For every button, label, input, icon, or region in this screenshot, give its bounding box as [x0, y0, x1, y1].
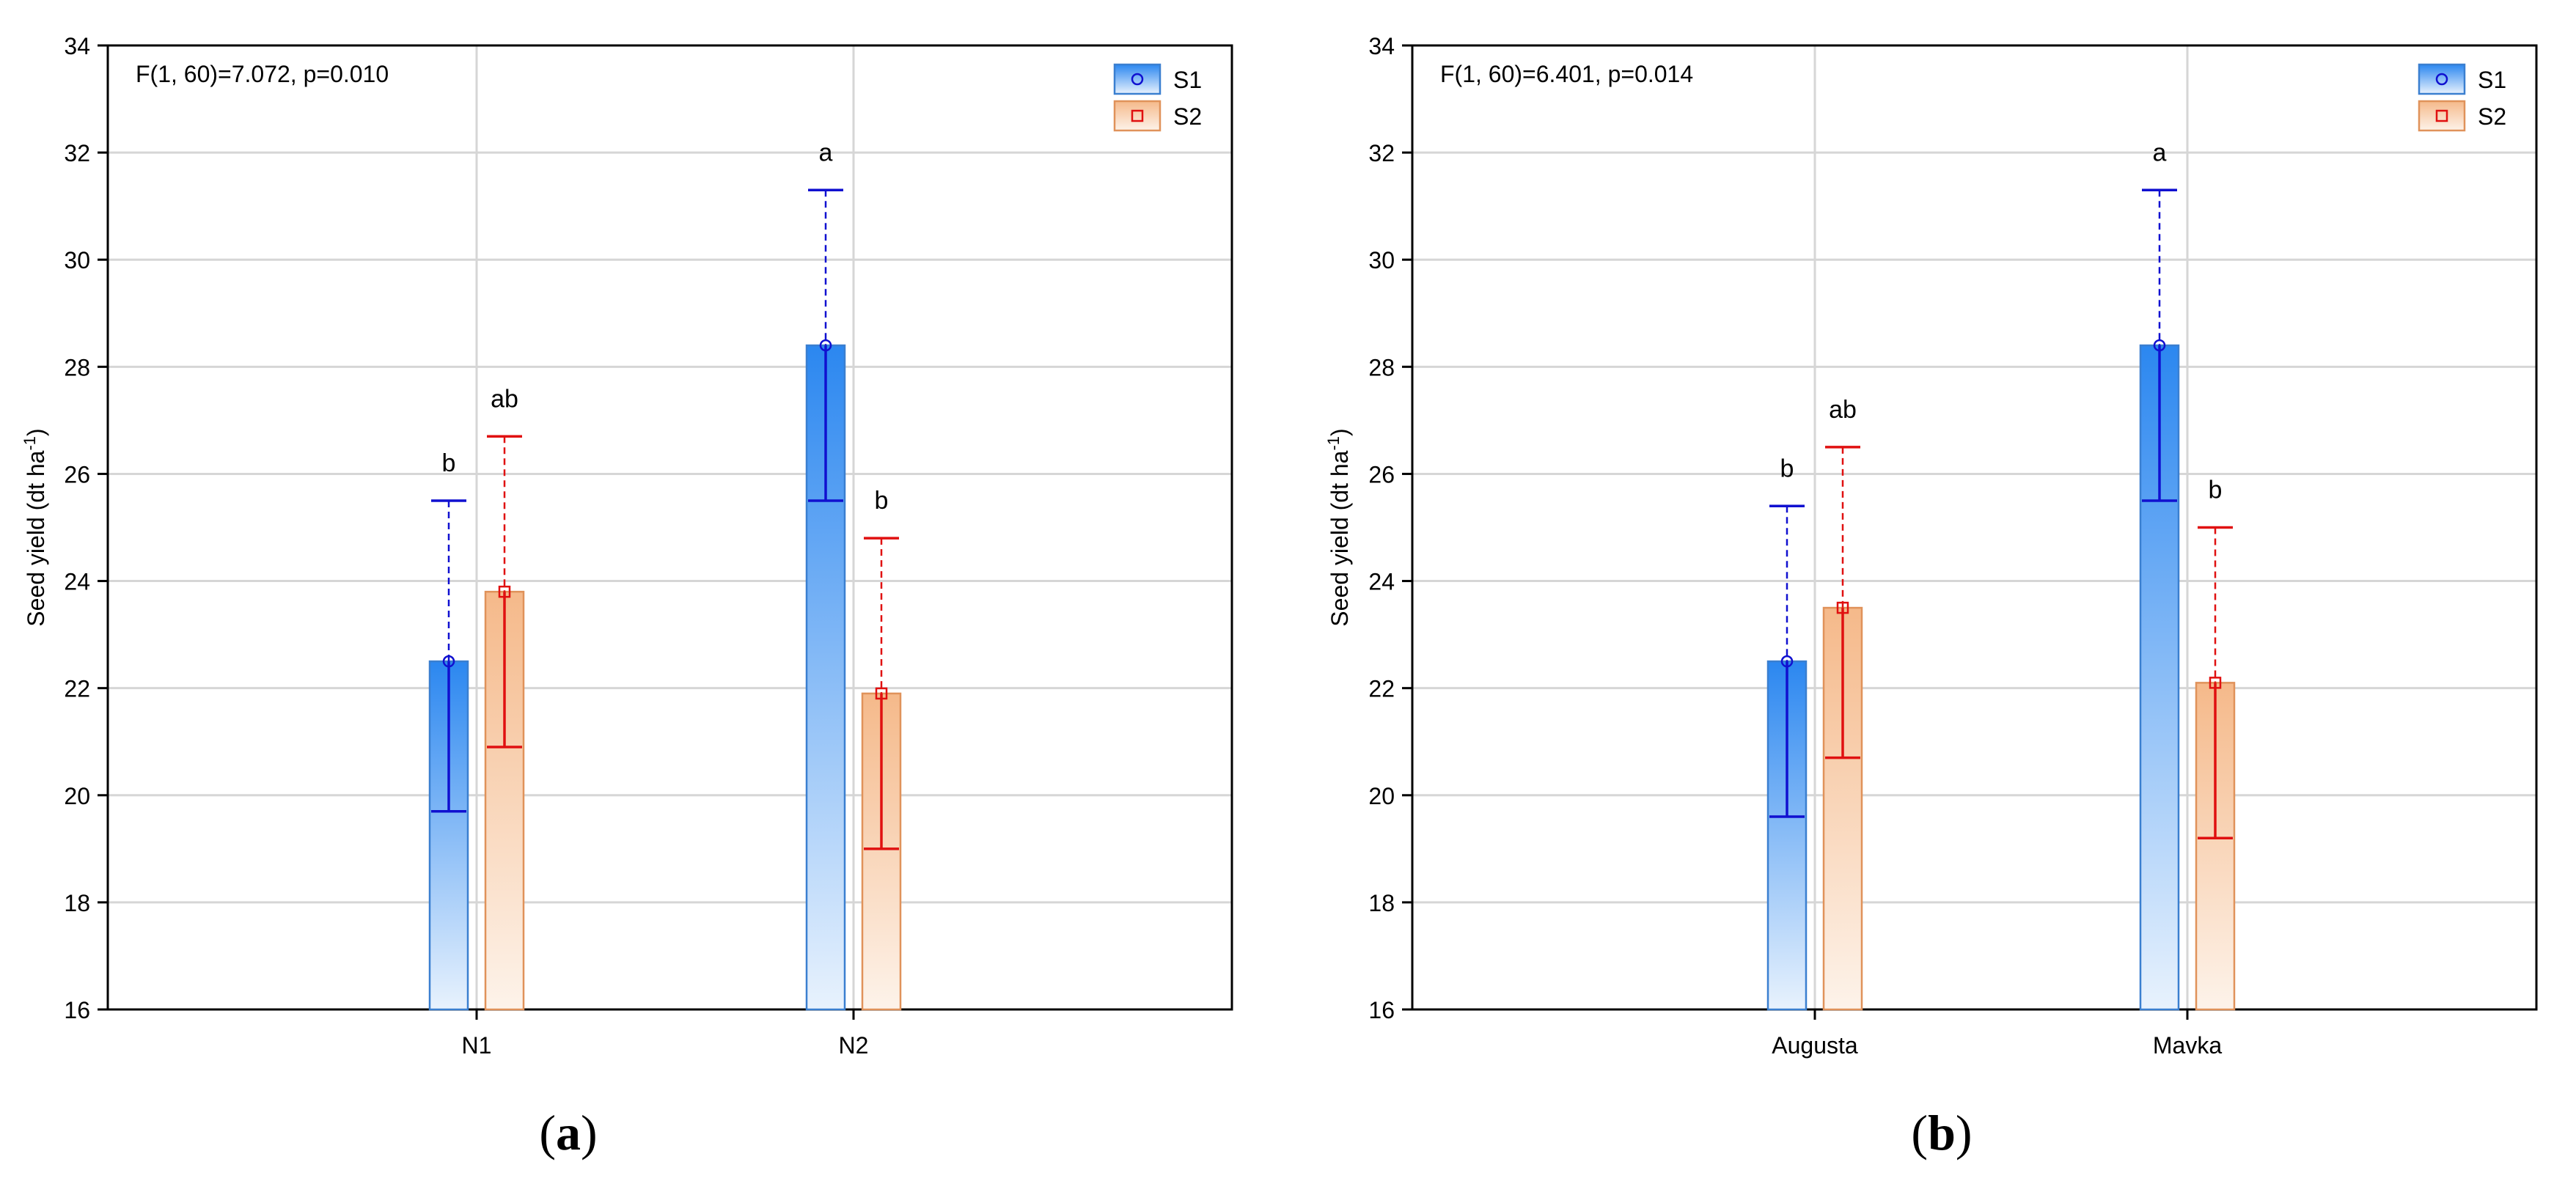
significance-letter: a — [2153, 139, 2167, 166]
x-tick-label: Augusta — [1772, 1032, 1858, 1059]
mean-marker-s2 — [1836, 601, 1849, 614]
y-tick-label: 20 — [64, 783, 90, 809]
y-tick-label: 32 — [64, 140, 90, 166]
x-tick-label: N1 — [462, 1032, 492, 1059]
legend-swatch-s2 — [1113, 100, 1162, 132]
mean-marker-s1 — [442, 655, 455, 668]
legend-marker — [2435, 109, 2448, 122]
y-tick-label: 16 — [64, 997, 90, 1023]
y-tick-label: 24 — [64, 569, 90, 595]
bar-s1 — [1766, 660, 1808, 1011]
figure-label-b: (b) — [1911, 1105, 1972, 1160]
x-tick-label: N2 — [839, 1032, 869, 1059]
legend-label-s1: S1 — [2478, 67, 2506, 93]
y-tick-label: 28 — [64, 354, 90, 380]
y-tick-label: 32 — [1368, 140, 1395, 166]
plot-frame — [1411, 44, 2538, 1011]
legend-swatch-s1 — [1113, 63, 1162, 95]
legend-label-s2: S2 — [2478, 103, 2506, 130]
y-tick-label: 18 — [1368, 890, 1395, 916]
y-tick-label: 34 — [64, 33, 90, 59]
legend-label-s1: S1 — [1173, 67, 1202, 93]
significance-letter: a — [819, 139, 833, 166]
y-tick-label: 22 — [64, 676, 90, 702]
mean-marker-s2 — [2209, 677, 2222, 689]
legend-swatch-s1 — [2418, 63, 2466, 95]
significance-letter: b — [875, 487, 889, 515]
stats-annotation: F(1, 60)=6.401, p=0.014 — [1440, 61, 1693, 87]
mean-marker-s2 — [498, 585, 511, 598]
y-tick-label: 30 — [64, 247, 90, 273]
stats-annotation: F(1, 60)=7.072, p=0.010 — [136, 61, 389, 87]
legend-marker — [1131, 73, 1144, 86]
mean-marker-s1 — [819, 339, 832, 352]
significance-letter: b — [442, 449, 456, 477]
y-tick-label: 16 — [1368, 997, 1395, 1023]
significance-letter: b — [1780, 455, 1794, 482]
chart-panel-a: 16 18 20 22 24 26 28 30 32 34 Seed yield (dt ha-1)… — [21, 33, 1233, 1059]
y-tick-label: 34 — [1368, 33, 1395, 59]
legend-marker — [1131, 109, 1144, 122]
y-tick-label: 26 — [64, 461, 90, 488]
significance-letter: ab — [1829, 396, 1857, 424]
significance-letter: ab — [491, 385, 518, 413]
mean-marker-s1 — [1780, 655, 1794, 668]
y-tick-label: 28 — [1368, 354, 1395, 380]
y-tick-label: 30 — [1368, 247, 1395, 273]
y-tick-label: 24 — [1368, 569, 1395, 595]
legend-swatch-s2 — [2418, 100, 2466, 132]
y-axis-label: Seed yield (dt ha-1) — [1324, 428, 1353, 626]
chart-panel-b: 16 18 20 22 24 26 28 30 32 34 Seed yield (dt ha-1)… — [1324, 33, 2538, 1059]
plot-frame — [106, 44, 1233, 1011]
significance-letter: b — [2209, 477, 2223, 504]
y-tick-label: 22 — [1368, 676, 1395, 702]
legend-marker — [2435, 73, 2448, 86]
mean-marker-s1 — [2153, 339, 2166, 352]
y-tick-label: 26 — [1368, 461, 1395, 488]
x-tick-label: Mavka — [2153, 1032, 2222, 1059]
y-tick-label: 18 — [64, 890, 90, 916]
legend-label-s2: S2 — [1173, 103, 1202, 130]
y-axis-label: Seed yield (dt ha-1) — [21, 428, 49, 626]
mean-marker-s2 — [875, 687, 888, 700]
y-tick-label: 20 — [1368, 783, 1395, 809]
figure-label-a: (a) — [539, 1105, 597, 1160]
